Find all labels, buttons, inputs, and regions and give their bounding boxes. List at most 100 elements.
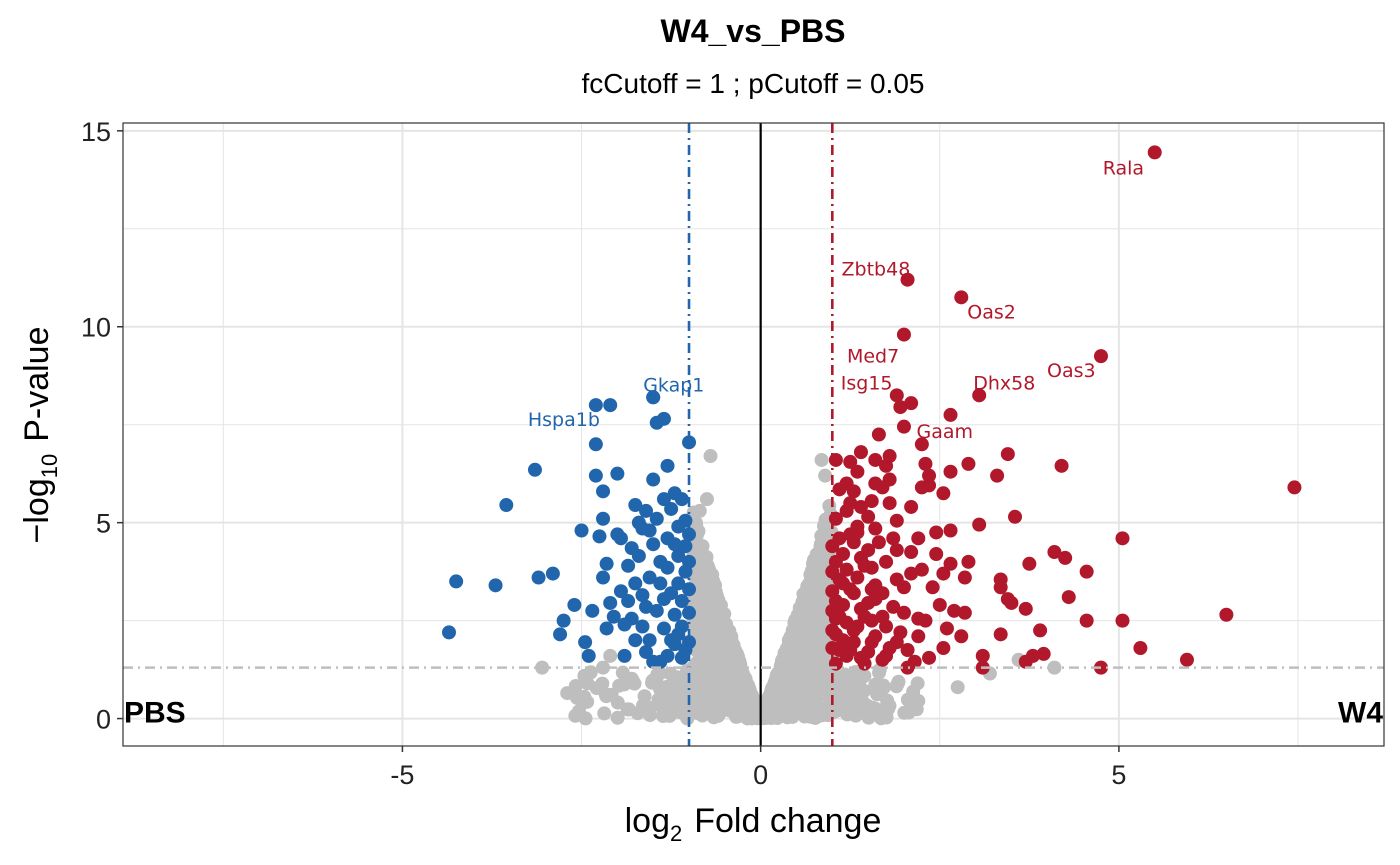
y-tick-label: 10 (81, 313, 111, 343)
nonsignificant-point (807, 581, 822, 596)
significant-point (649, 603, 664, 618)
significant-point (911, 629, 926, 644)
significant-point (1287, 480, 1302, 495)
nonsignificant-point (691, 659, 706, 674)
significant-point (922, 478, 937, 493)
significant-point (943, 523, 958, 538)
nonsignificant-point (779, 676, 794, 691)
y-tick-label: 5 (96, 509, 111, 539)
y-axis-title-subscript: 10 (37, 454, 62, 478)
significant-point (631, 515, 646, 530)
nonsignificant-point (698, 553, 713, 568)
nonsignificant-point (789, 693, 804, 708)
significant-point (864, 582, 879, 597)
nonsignificant-point (900, 692, 915, 707)
x-tick-label: 5 (1111, 760, 1126, 790)
nonsignificant-point (578, 711, 593, 726)
significant-point (656, 492, 671, 507)
significant-point (621, 594, 636, 609)
significant-point (449, 574, 464, 589)
significant-point (664, 586, 679, 601)
significant-point (639, 599, 654, 614)
nonsignificant-point (872, 665, 887, 680)
significant-point (879, 648, 894, 663)
significant-point (588, 437, 603, 452)
significant-point (850, 525, 865, 540)
significant-point (1018, 601, 1033, 616)
significant-point (682, 435, 697, 450)
nonsignificant-point (694, 564, 709, 579)
y-tick-label: 15 (81, 117, 111, 147)
nonsignificant-point (704, 602, 719, 617)
nonsignificant-point (692, 503, 707, 518)
gene-label: Dhx58 (973, 372, 1035, 394)
nonsignificant-point (637, 689, 652, 704)
nonsignificant-point (808, 710, 823, 725)
significant-point (639, 503, 654, 518)
nonsignificant-points (535, 449, 1062, 726)
nonsignificant-point (694, 637, 709, 652)
significant-point (957, 570, 972, 585)
significant-point (875, 609, 890, 624)
significant-point (646, 654, 661, 669)
nonsignificant-point (911, 693, 926, 708)
significant-point (656, 621, 671, 636)
grid-lines (123, 123, 1384, 746)
labeled-gene-point (588, 398, 603, 413)
significant-point (553, 627, 568, 642)
nonsignificant-point (674, 703, 689, 718)
significant-point (886, 531, 901, 546)
nonsignificant-point (736, 669, 751, 684)
significant-point (610, 527, 625, 542)
significant-point (871, 535, 886, 550)
significant-point (861, 509, 876, 524)
significant-point (828, 611, 843, 626)
nonsignificant-point (580, 676, 595, 691)
nonsignificant-point (645, 673, 660, 688)
chart-title: W4_vs_PBS (661, 13, 846, 49)
significant-point (667, 537, 682, 552)
significant-point (578, 635, 593, 650)
nonsignificant-point (750, 709, 765, 724)
x-axis-title-text: Fold change (694, 802, 881, 840)
significant-point (596, 484, 611, 499)
significant-point (628, 498, 643, 513)
nonsignificant-point (783, 655, 798, 670)
nonsignificant-point (622, 702, 637, 717)
significant-point (889, 543, 904, 558)
gene-label: Oas3 (1047, 360, 1096, 382)
significant-point (904, 545, 919, 560)
significant-point (896, 419, 911, 434)
significant-point (868, 476, 883, 491)
significant-point (646, 537, 661, 552)
significant-point (825, 641, 840, 656)
nonsignificant-point (814, 452, 829, 467)
nonsignificant-point (707, 673, 722, 688)
nonsignificant-point (599, 689, 614, 704)
nonsignificant-point (685, 682, 700, 697)
nonsignificant-point (806, 556, 821, 571)
significant-point (642, 633, 657, 648)
significant-point (889, 513, 904, 528)
significant-point (592, 529, 607, 544)
significant-point (975, 648, 990, 663)
labeled-gene-point (943, 407, 958, 422)
significant-point (879, 458, 894, 473)
significant-point (943, 556, 958, 571)
significant-point (936, 566, 951, 581)
significant-point (1022, 556, 1037, 571)
nonsignificant-point (784, 706, 799, 721)
labeled-gene-point (646, 390, 661, 405)
x-tick-label: 0 (753, 760, 768, 790)
nonsignificant-point (803, 567, 818, 582)
x-axis-title: log2 Fold change (625, 802, 882, 846)
significant-point (1008, 509, 1023, 524)
nonsignificant-point (838, 667, 853, 682)
significant-point (617, 648, 632, 663)
gene-label: Gkap1 (643, 374, 704, 396)
nonsignificant-point (610, 710, 625, 725)
nonsignificant-point (827, 668, 842, 683)
labeled-gene-point (1147, 145, 1162, 160)
significant-point (850, 464, 865, 479)
significant-point (653, 554, 668, 569)
